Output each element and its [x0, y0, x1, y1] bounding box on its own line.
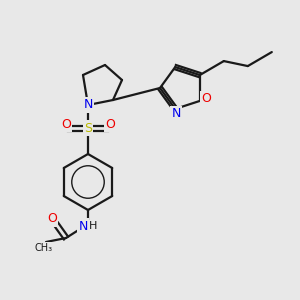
Text: S: S: [84, 122, 92, 134]
Text: N: N: [83, 98, 93, 112]
Text: O: O: [201, 92, 211, 105]
Text: O: O: [47, 212, 57, 226]
Text: N: N: [78, 220, 88, 232]
Text: N: N: [172, 107, 181, 120]
Text: H: H: [89, 221, 97, 231]
Text: O: O: [61, 118, 71, 130]
Text: O: O: [105, 118, 115, 130]
Text: CH₃: CH₃: [35, 243, 53, 253]
